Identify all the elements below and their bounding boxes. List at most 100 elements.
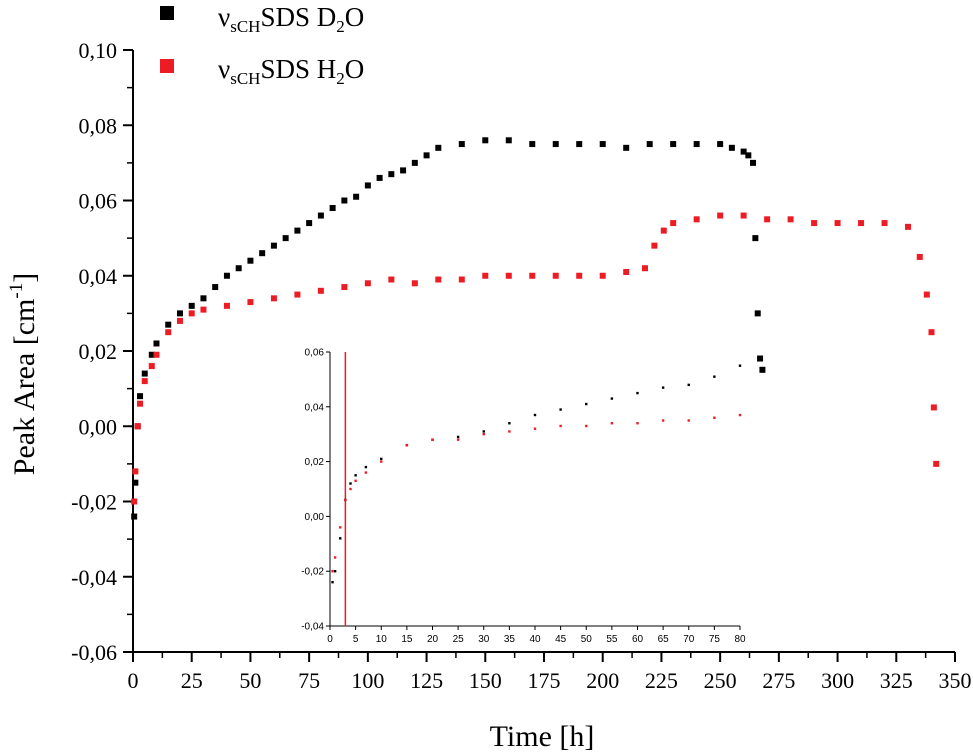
inset-d2o-data-point (339, 537, 342, 540)
h2o-data-point (660, 227, 667, 234)
inset-x-tick-label: 20 (427, 634, 439, 645)
inset-h2o-data-point (508, 430, 511, 433)
h2o-data-point (717, 212, 724, 219)
h2o-data-point (188, 310, 195, 317)
inset-h2o-data-point (339, 526, 342, 529)
d2o-data-point (740, 148, 747, 155)
y-tick-label: -0,04 (71, 565, 117, 590)
d2o-data-point (754, 310, 761, 317)
inset-h2o-data-point (585, 424, 588, 428)
legend-marker-h2o (160, 59, 174, 73)
inset-d2o-data-point (331, 580, 334, 584)
d2o-data-point (435, 144, 442, 151)
d2o-data-point (341, 197, 348, 204)
d2o-data-point (353, 193, 360, 200)
inset-h2o-data-point (364, 471, 368, 474)
inset-h2o-data-point (405, 443, 409, 447)
inset-y-tick-label: 0,06 (305, 348, 325, 359)
h2o-data-point (529, 272, 536, 279)
x-tick-label: 150 (469, 668, 502, 693)
x-tick-label: 25 (181, 668, 203, 693)
inset-y-tick-label: 0,02 (305, 457, 325, 468)
inset-h2o-data-point (661, 419, 665, 422)
legend: νsCHSDS D2O νsCHSDS H2O (160, 2, 364, 88)
inset-d2o-data-point (610, 397, 614, 400)
y-tick-label: 0,10 (79, 38, 118, 63)
h2o-data-point (364, 280, 371, 287)
inset-y-tick-label: 0,04 (305, 402, 325, 413)
h2o-data-point (881, 220, 888, 227)
h2o-data-point (458, 276, 465, 283)
h2o-data-point (131, 498, 138, 505)
h2o-data-point (137, 400, 144, 407)
h2o-data-point (148, 363, 155, 370)
h2o-data-point (928, 329, 935, 336)
h2o-data-point (641, 265, 648, 272)
inset-h2o-data-point (738, 413, 742, 417)
h2o-data-point (670, 220, 677, 227)
inset-y-tick-label: 0,00 (305, 512, 325, 523)
x-tick-label: 325 (880, 668, 913, 693)
inset-chart: 0 5 10 15 20 25 30 35 40 45 50 55 60 65 70 75 80 -0,04 -0,… (301, 348, 746, 646)
inset-h2o-data-point (349, 487, 352, 491)
h2o-data-point (651, 242, 658, 249)
h2o-data-point (270, 295, 277, 302)
inset-h2o-data-point (610, 422, 614, 425)
inset-h2o-data-point (380, 460, 383, 463)
d2o-data-point (137, 393, 144, 400)
inset-y-tick-label: -0,04 (301, 622, 324, 633)
d2o-data-point (294, 227, 301, 234)
h2o-data-point (916, 253, 923, 260)
d2o-data-point (599, 141, 606, 148)
d2o-data-point (212, 284, 219, 291)
inset-d2o-data-point (456, 435, 460, 439)
inset-x-tick-label: 55 (606, 634, 618, 645)
inset-d2o-data-point (333, 570, 337, 573)
d2o-data-point (270, 242, 277, 249)
h2o-data-point (482, 272, 489, 279)
inset-x-tick-label: 65 (658, 634, 670, 645)
h2o-data-point (811, 220, 818, 227)
x-tick-label: 350 (939, 668, 972, 693)
inset-d2o-data-point (661, 386, 665, 389)
d2o-data-point (576, 141, 583, 148)
d2o-data-point (505, 137, 512, 144)
d2o-data-point (148, 351, 155, 358)
d2o-data-point (153, 340, 160, 347)
h2o-data-point (834, 220, 841, 227)
inset-x-tick-label: 80 (734, 634, 746, 645)
d2o-data-point (176, 310, 183, 317)
x-tick-label: 300 (821, 668, 854, 693)
inset-d2o-data-point (482, 430, 485, 433)
h2o-data-point (905, 223, 912, 230)
d2o-data-point (329, 205, 336, 212)
inset-d2o-data-point (559, 408, 562, 411)
inset-y-tick-label: -0,02 (301, 567, 324, 578)
h2o-data-point (317, 287, 324, 294)
h2o-data-point (132, 468, 139, 475)
d2o-data-point (306, 220, 313, 227)
y-tick-label: 0,00 (79, 414, 118, 439)
d2o-data-point (717, 141, 724, 148)
d2o-data-point (282, 235, 289, 242)
d2o-data-point (376, 174, 383, 181)
h2o-data-point (435, 276, 442, 283)
inset-h2o-data-point (636, 422, 639, 425)
inset-h2o-data-point (431, 438, 434, 441)
x-tick-label: 275 (762, 668, 795, 693)
x-tick-label: 175 (528, 668, 561, 693)
inset-x-tick-label: 70 (683, 634, 695, 645)
inset-h2o-data-point (333, 556, 337, 559)
x-tick-label: 200 (586, 668, 619, 693)
y-tick-label: -0,06 (71, 640, 117, 665)
d2o-data-point (759, 366, 766, 373)
x-tick-label: 125 (410, 668, 443, 693)
d2o-data-point (670, 141, 677, 148)
inset-d2o-data-point (533, 413, 537, 417)
inset-x-tick-label: 25 (453, 634, 465, 645)
d2o-data-point (458, 141, 465, 148)
legend-label-d2o: νsCHSDS D2O (218, 2, 364, 36)
x-tick-label: 225 (645, 668, 678, 693)
x-tick-label: 75 (298, 668, 320, 693)
